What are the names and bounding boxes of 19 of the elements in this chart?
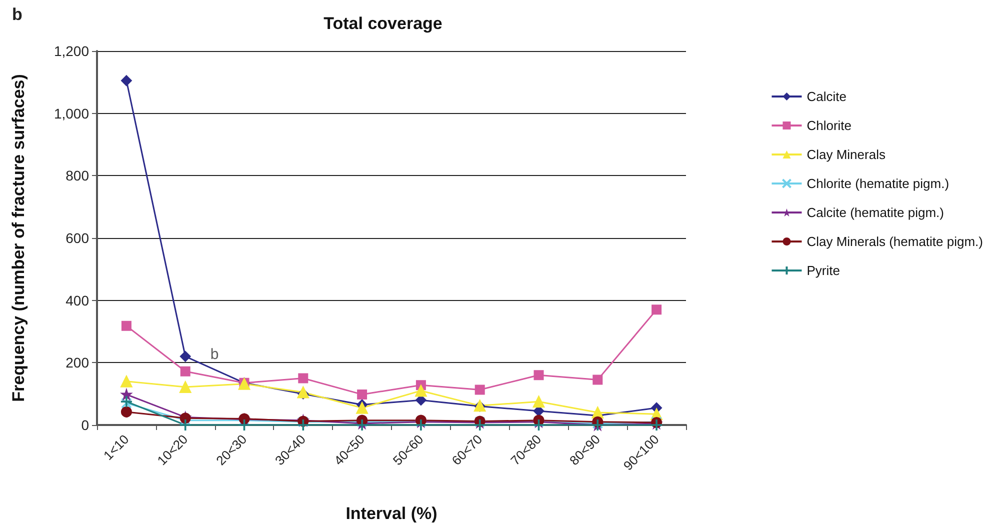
legend-label: Chlorite [806,118,852,133]
y-axis-title: Frequency (number of fracture surfaces) [9,74,28,402]
y-tick-label: 800 [66,168,90,184]
annotation: b [210,346,219,364]
y-tick-label: 600 [66,230,90,246]
legend-label: Clay Minerals (hematite pigm.) [806,234,984,249]
legend-label: Pyrite [806,263,840,278]
legend-label: Chlorite (hematite pigm.) [806,176,950,191]
legend-label: Calcite (hematite pigm.) [806,205,944,220]
y-tick-label: 200 [66,354,90,371]
text: b [12,5,22,24]
y-tick-label: 1,200 [54,43,90,59]
y-tick-label: 0 [81,417,90,433]
y-tick-label: 1,000 [54,105,90,122]
legend-label: Calcite [806,89,846,104]
legend-label: Clay Minerals [806,147,886,162]
x-axis-title: Interval (%) [346,504,438,523]
chart-title: Total coverage [324,14,442,33]
y-tick-label: 400 [66,292,90,308]
